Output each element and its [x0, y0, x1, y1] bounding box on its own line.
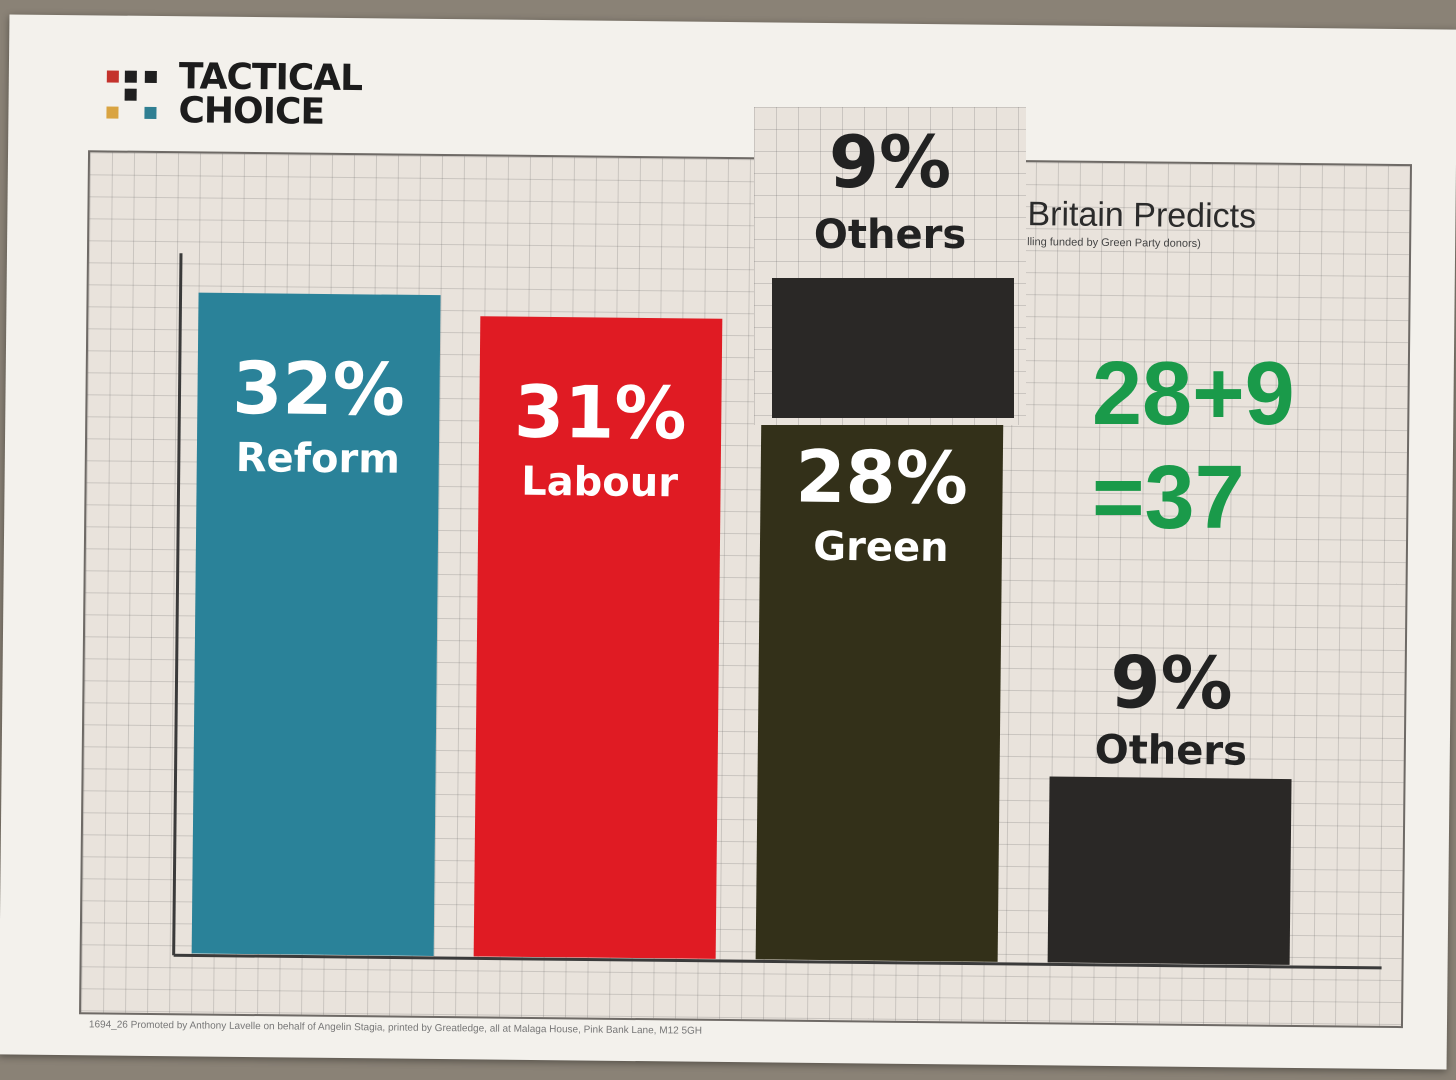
sum-annotation-line-2: =37	[1092, 448, 1245, 548]
bar-chart-svg: 32%Reform 31%Labour 28%Green 9%Others	[172, 253, 1382, 970]
sum-annotation: 28+9 =37	[1092, 342, 1295, 550]
bar-reform	[191, 292, 441, 956]
logo: TACTICAL CHOICE	[104, 56, 362, 133]
bar-others	[1047, 776, 1292, 965]
bar-value-label: 28%	[795, 435, 968, 521]
bar-category-label: Green	[813, 524, 949, 571]
poll-source: Britain Predicts lling funded by Green P…	[1027, 195, 1256, 250]
bar-labour	[473, 316, 723, 959]
tactical-choice-logo-icon	[104, 62, 167, 125]
bar-category-label: Labour	[521, 459, 679, 507]
bar-category-label: Others	[1094, 727, 1247, 775]
x-axis-line	[173, 953, 1382, 970]
bar-value-label: 31%	[514, 370, 687, 456]
poll-source-subtitle: lling funded by Green Party donors)	[1027, 236, 1201, 250]
logo-text: TACTICAL CHOICE	[178, 56, 362, 133]
overlay-others-label: Others	[813, 212, 967, 258]
overlay-others-percent: 9%	[828, 120, 952, 204]
bar-category-label: Reform	[236, 435, 401, 483]
bar-value-label: 32%	[232, 346, 405, 432]
logo-line-2: CHOICE	[178, 90, 325, 133]
bar-green	[755, 381, 1004, 962]
sum-annotation-line-1: 28+9	[1092, 344, 1295, 444]
poll-source-title: Britain Predicts	[1027, 195, 1257, 236]
bar-chart: 32% Reform 31% Labour 28% Green 9% Others	[79, 150, 1412, 1029]
overlay-others-bar	[772, 278, 1014, 418]
bar-value-label: 9%	[1110, 640, 1233, 725]
y-axis-line	[172, 253, 183, 956]
flyer-card: TACTICAL CHOICE 32% Reform 31% Labour 28% Gre…	[0, 14, 1456, 1070]
